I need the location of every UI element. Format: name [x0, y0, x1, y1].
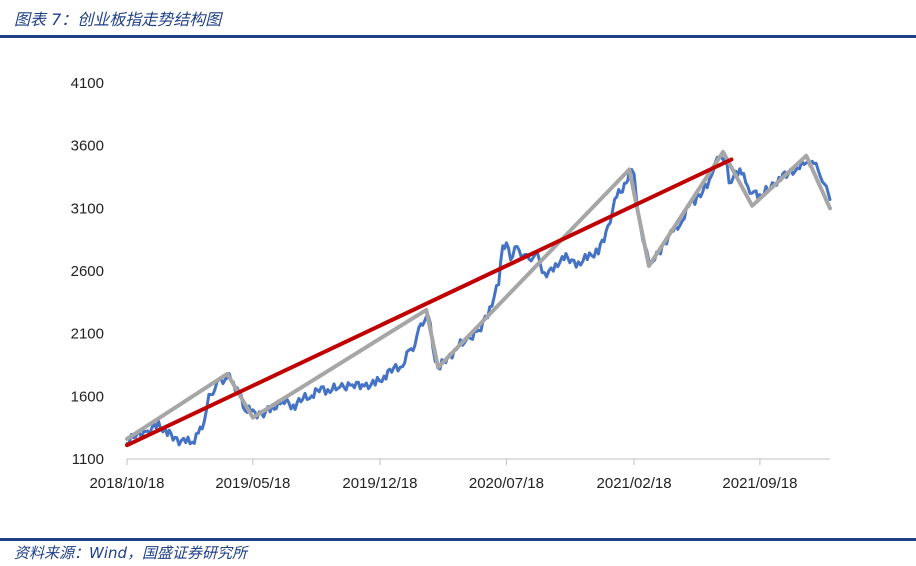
y-tick-label: 1600	[71, 388, 104, 405]
figure-title: 图表 7：创业板指走势结构图	[14, 10, 222, 29]
trend-line	[125, 157, 734, 448]
y-tick-label: 2100	[71, 326, 104, 343]
y-tick-label: 1100	[72, 451, 104, 468]
y-tick-label: 3600	[71, 138, 104, 155]
index-line	[125, 155, 832, 447]
y-tick-label: 3100	[71, 200, 104, 217]
x-tick-label: 2021/09/18	[722, 475, 797, 492]
source-rule	[0, 538, 916, 541]
y-tick-label: 2600	[71, 263, 104, 280]
x-axis: 2018/10/18 2019/05/18 2019/12/18 2020/07/18…	[89, 458, 830, 492]
y-tick-label: 4100	[71, 75, 104, 92]
y-axis: 1100 1600 2100 2600 3100 3600 4100	[71, 75, 104, 468]
x-tick-label: 2020/07/18	[469, 475, 544, 492]
x-tick-label: 2019/05/18	[215, 475, 290, 492]
title-rule	[0, 35, 916, 38]
x-tick-label: 2021/02/18	[597, 475, 672, 492]
x-tick-label: 2018/10/18	[89, 475, 164, 492]
structure-line	[125, 149, 832, 441]
source-note: 资料来源：Wind，国盛证券研究所	[14, 544, 248, 562]
x-tick-label: 2019/12/18	[342, 475, 417, 492]
series-layer	[125, 149, 832, 448]
